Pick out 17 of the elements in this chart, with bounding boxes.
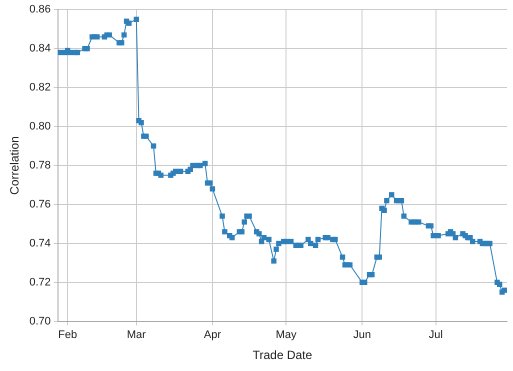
x-tick-label: Apr <box>204 329 222 342</box>
y-tick-label: 0.70 <box>29 315 51 328</box>
y-tick-label: 0.82 <box>29 82 51 94</box>
y-tick-label: 0.72 <box>29 276 51 288</box>
y-tick-label: 0.74 <box>29 237 51 250</box>
y-tick-label: 0.78 <box>29 160 51 172</box>
y-axis-title: Correlation <box>8 136 22 195</box>
y-tick-label: 0.86 <box>29 4 51 16</box>
x-tick-label: Feb <box>58 329 78 342</box>
x-tick-label: Jul <box>428 329 443 342</box>
y-tick-label: 0.84 <box>29 42 51 55</box>
x-tick-label: Jun <box>353 329 372 342</box>
x-tick-label: Mar <box>126 329 146 342</box>
y-tick-label: 0.80 <box>29 120 51 133</box>
x-axis-title: Trade Date <box>252 348 313 362</box>
y-tick-label: 0.76 <box>29 198 51 211</box>
x-tick-label: May <box>276 329 297 342</box>
